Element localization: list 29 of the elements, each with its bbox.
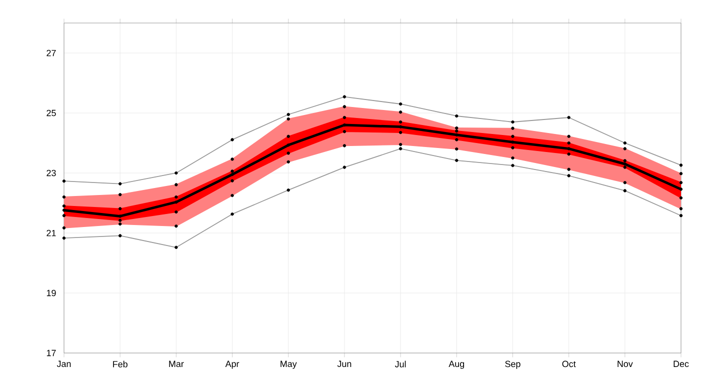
point xyxy=(174,200,178,204)
point xyxy=(118,214,122,218)
y-tick-label: 27 xyxy=(46,50,56,56)
x-tick-label: Apr xyxy=(225,360,240,369)
x-tick-label: Aug xyxy=(448,360,464,369)
x-tick-label: Feb xyxy=(113,360,128,368)
x-tick-label: Oct xyxy=(562,360,576,368)
point xyxy=(398,125,402,128)
point xyxy=(230,172,234,176)
x-tick-label: Dec xyxy=(674,360,689,368)
point xyxy=(567,147,570,150)
y-tick-label: 23 xyxy=(46,170,56,176)
x-tick-label: Jan xyxy=(56,360,71,368)
x-tick-label: Mar xyxy=(169,360,184,368)
point xyxy=(62,208,66,212)
x-tick-label: Sep xyxy=(505,360,520,369)
x-tick-label: Jul xyxy=(394,360,406,368)
point xyxy=(679,188,683,191)
y-tick-label: 21 xyxy=(46,230,56,236)
x-tick-label: Nov xyxy=(618,360,633,368)
point xyxy=(455,133,458,136)
point xyxy=(286,144,290,147)
y-tick-label: 19 xyxy=(46,290,56,296)
x-tick-label: Jun xyxy=(337,360,352,368)
y-tick-label: 17 xyxy=(46,350,56,356)
point xyxy=(511,140,514,144)
x-tick-label: May xyxy=(280,360,297,369)
y-tick-label: 25 xyxy=(46,110,56,116)
point xyxy=(623,162,627,166)
